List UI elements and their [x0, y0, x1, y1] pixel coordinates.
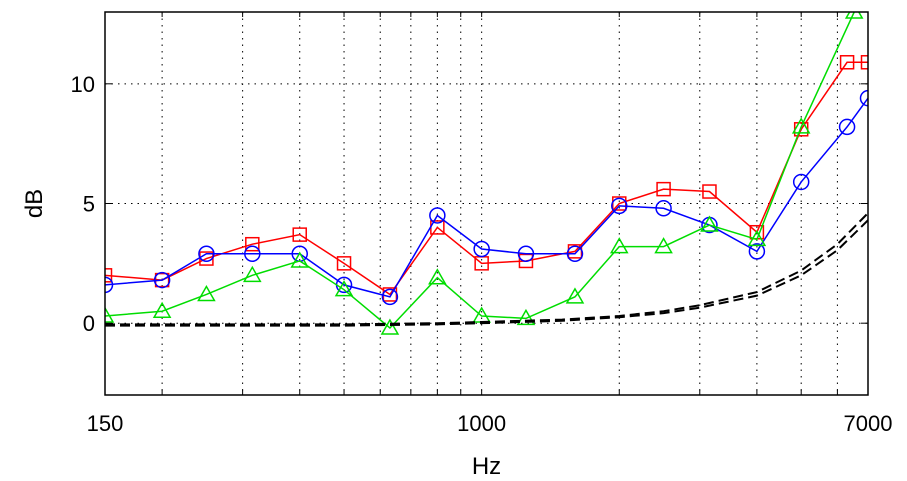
- data-point-square: [292, 227, 307, 242]
- data-point-triangle: [654, 237, 673, 254]
- series-4: [105, 219, 868, 327]
- x-tick-label: 1000: [457, 411, 506, 436]
- data-point-triangle: [609, 237, 629, 254]
- data-point-triangle: [747, 229, 767, 247]
- series-0: [105, 55, 868, 302]
- data-point-square: [860, 55, 868, 70]
- x-tick-label: 150: [87, 411, 124, 436]
- data-point-triangle: [565, 287, 585, 304]
- data-point-triangle: [472, 306, 491, 323]
- data-point-square: [839, 55, 855, 70]
- x-axis-label: Hz: [472, 453, 501, 480]
- y-tick-label: 0: [83, 311, 95, 336]
- data-point-circle: [517, 245, 535, 263]
- data-point-circle: [792, 173, 810, 191]
- data-point-triangle: [516, 308, 536, 326]
- data-point-square: [105, 268, 113, 283]
- grid-layer: [105, 12, 868, 395]
- data-point-triangle: [152, 301, 172, 318]
- series-line: [105, 61, 868, 296]
- data-point-triangle: [428, 268, 447, 285]
- y-tick-label: 10: [71, 72, 95, 97]
- data-point-circle: [611, 197, 628, 215]
- data-point-circle: [838, 118, 856, 136]
- data-point-circle: [105, 276, 114, 294]
- data-point-circle: [655, 200, 672, 217]
- x-tick-label: 7000: [844, 411, 893, 436]
- tick-layer: 150 1000 7000 0 5 10: [71, 12, 893, 436]
- series-3: [105, 212, 868, 326]
- data-point-circle: [198, 245, 215, 263]
- data-point-square: [245, 236, 260, 252]
- y-axis-label: dB: [21, 189, 48, 218]
- data-point-circle: [566, 245, 584, 263]
- data-point-circle: [244, 245, 261, 263]
- data-point-triangle: [700, 215, 719, 232]
- data-point-circle: [429, 207, 446, 224]
- data-point-square: [656, 181, 671, 197]
- data-point-triangle: [243, 265, 262, 283]
- y-tick-label: 5: [83, 192, 95, 217]
- data-point-circle: [473, 240, 490, 258]
- data-point-triangle: [334, 280, 354, 297]
- data-point-circle: [153, 271, 171, 289]
- data-point-circle: [381, 288, 399, 306]
- data-point-triangle: [290, 251, 310, 268]
- series-line: [105, 219, 868, 327]
- data-point-square: [702, 184, 717, 199]
- series-1: [105, 89, 868, 306]
- data-point-triangle: [791, 117, 811, 134]
- data-point-triangle: [105, 306, 115, 323]
- series-line: [105, 212, 868, 326]
- plot-frame: [104, 11, 869, 396]
- data-point-circle: [748, 243, 766, 260]
- data-point-triangle: [844, 12, 864, 19]
- series-line: [105, 97, 868, 298]
- data-point-triangle: [380, 318, 400, 335]
- series-2: [105, 12, 864, 335]
- series-layer: [105, 12, 868, 335]
- data-point-square: [336, 256, 352, 271]
- data-point-triangle: [197, 284, 216, 302]
- data-point-circle: [859, 89, 868, 107]
- series-line: [105, 12, 855, 330]
